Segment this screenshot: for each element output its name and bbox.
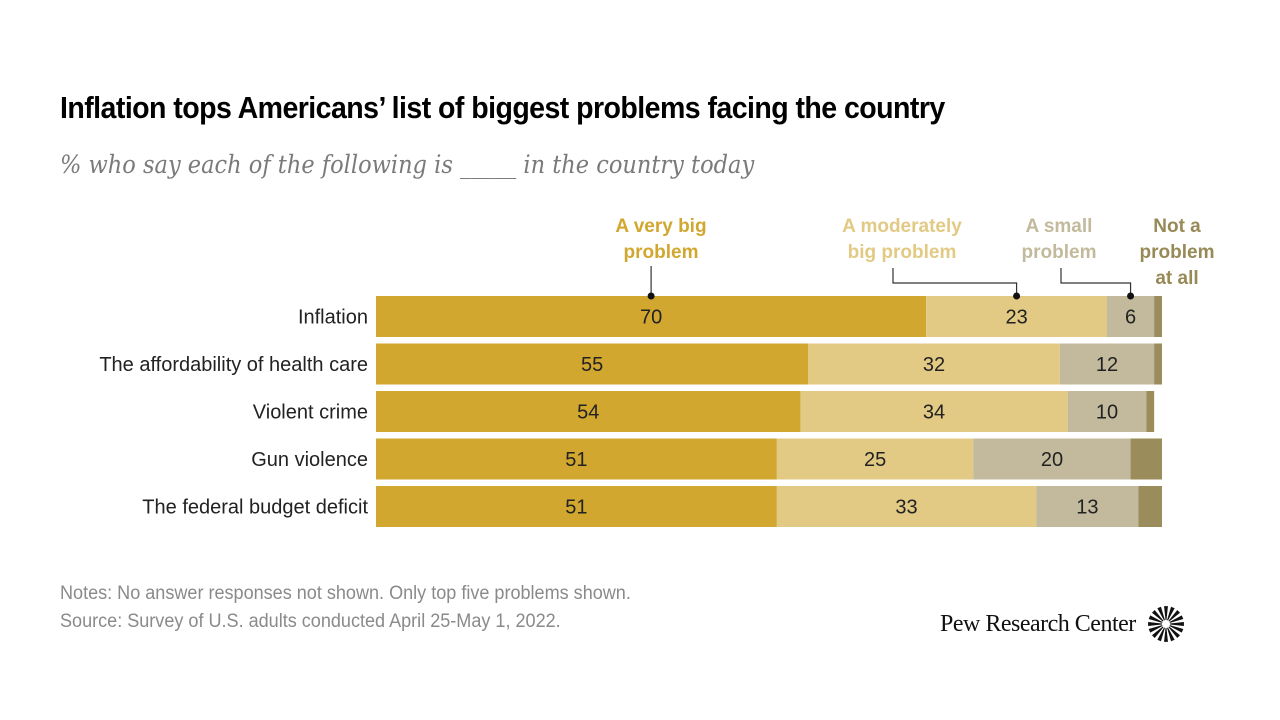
value-label: 10 — [1096, 402, 1118, 424]
bar-segment — [800, 391, 1068, 432]
bar-segment — [808, 343, 1060, 385]
legend-label: big problem — [848, 242, 957, 263]
category-label: Inflation — [298, 307, 368, 329]
value-label: 32 — [923, 354, 945, 376]
legend-leader-dot — [1127, 292, 1135, 300]
sunburst-ray — [1168, 609, 1180, 622]
value-label: 55 — [581, 354, 603, 376]
bar-segment — [1059, 343, 1155, 385]
value-label: 34 — [923, 402, 945, 424]
category-label: Violent crime — [253, 402, 368, 424]
category-label: The federal budget deficit — [142, 497, 368, 519]
legend-leader-dot — [1013, 292, 1021, 300]
bar-segment — [1067, 391, 1147, 432]
bar-segment — [1036, 486, 1139, 527]
legend-label: at all — [1155, 268, 1198, 289]
sunburst-ray — [1166, 606, 1175, 621]
value-label: 12 — [1096, 354, 1118, 376]
bar-segment — [376, 438, 777, 480]
sunburst-ray — [1148, 625, 1163, 633]
stacked-bar-chart: Inflation 70 23 6 The affordability of healt… — [99, 216, 1215, 527]
sunburst-ray — [1151, 626, 1164, 639]
notes-text: Notes: No answer responses not shown. On… — [60, 583, 631, 604]
chart-title: Inflation tops Americans’ list of bigges… — [60, 90, 945, 125]
source-text: Source: Survey of U.S. adults conducted … — [60, 611, 561, 632]
category-label: The affordability of health care — [99, 354, 368, 376]
legend-label: A small — [1026, 216, 1093, 237]
sunburst-ray — [1163, 627, 1168, 642]
bar-segment — [776, 438, 974, 480]
value-label: 6 — [1125, 307, 1136, 329]
value-label: 70 — [640, 307, 662, 329]
pew-sunburst-icon — [1147, 606, 1184, 642]
category-label: Gun violence — [251, 449, 368, 471]
bar-segment — [1130, 438, 1162, 480]
sunburst-ray — [1147, 622, 1162, 626]
sunburst-ray — [1157, 627, 1165, 642]
chart-subtitle: % who say each of the following is _____… — [60, 150, 755, 179]
bar-segment — [776, 486, 1037, 527]
bar-segment — [1154, 296, 1162, 337]
bar-segment — [376, 296, 927, 337]
value-label: 25 — [864, 449, 886, 471]
legend-label: A moderately — [842, 216, 962, 237]
bar-segment — [376, 486, 777, 527]
value-label: 33 — [895, 497, 917, 519]
bar-segment — [376, 391, 801, 432]
bar-segment — [1146, 391, 1155, 432]
value-label: 54 — [577, 402, 599, 424]
sunburst-ray — [1151, 609, 1164, 622]
bar-segment — [376, 343, 809, 385]
notes-block: Notes: No answer responses not shown. On… — [60, 580, 631, 636]
bar-segment — [973, 438, 1131, 480]
legend-label: problem — [1140, 242, 1215, 263]
sunburst-ray — [1169, 622, 1184, 626]
legend-label: A very big — [615, 216, 706, 237]
sunburst-ray — [1163, 606, 1168, 621]
value-label: 20 — [1041, 449, 1063, 471]
sunburst-ray — [1169, 625, 1184, 633]
value-label: 23 — [1005, 307, 1027, 329]
legend-label: problem — [624, 242, 699, 263]
legend-label: problem — [1022, 242, 1097, 263]
value-label: 13 — [1076, 497, 1098, 519]
legend-leader-line — [1060, 268, 1132, 296]
logo-text: Pew Research Center — [940, 610, 1136, 637]
sunburst-ray — [1166, 627, 1175, 642]
legend-leader-line — [892, 268, 1018, 296]
pew-logo: Pew Research Center — [940, 604, 1186, 644]
sunburst-ray — [1168, 626, 1180, 639]
sunburst-ray — [1169, 615, 1184, 623]
bar-segment — [926, 296, 1107, 337]
value-label: 51 — [565, 497, 587, 519]
sunburst-ray — [1157, 606, 1165, 621]
legend-label: Not a — [1153, 216, 1201, 237]
bar-segment — [1154, 343, 1162, 385]
bar-segment — [1138, 486, 1162, 527]
sunburst-ray — [1148, 615, 1163, 623]
bar-segment — [1106, 296, 1155, 337]
value-label: 51 — [565, 449, 587, 471]
legend-leader-dot — [647, 292, 655, 300]
